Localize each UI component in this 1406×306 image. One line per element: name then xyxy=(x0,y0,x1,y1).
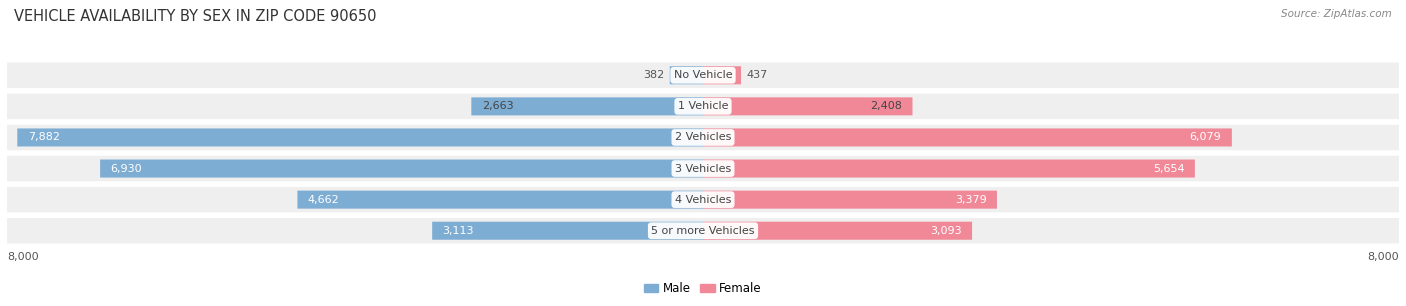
Text: 437: 437 xyxy=(747,70,768,80)
FancyBboxPatch shape xyxy=(669,66,703,84)
Text: 2,408: 2,408 xyxy=(870,101,903,111)
FancyBboxPatch shape xyxy=(7,125,1399,150)
Legend: Male, Female: Male, Female xyxy=(640,278,766,300)
FancyBboxPatch shape xyxy=(298,191,703,209)
FancyBboxPatch shape xyxy=(7,156,1399,181)
FancyBboxPatch shape xyxy=(7,218,1399,244)
FancyBboxPatch shape xyxy=(100,159,703,177)
Text: 3 Vehicles: 3 Vehicles xyxy=(675,163,731,174)
FancyBboxPatch shape xyxy=(7,187,1399,212)
Text: 4 Vehicles: 4 Vehicles xyxy=(675,195,731,205)
FancyBboxPatch shape xyxy=(7,94,1399,119)
FancyBboxPatch shape xyxy=(703,191,997,209)
Text: 6,079: 6,079 xyxy=(1189,132,1222,143)
Text: VEHICLE AVAILABILITY BY SEX IN ZIP CODE 90650: VEHICLE AVAILABILITY BY SEX IN ZIP CODE … xyxy=(14,9,377,24)
FancyBboxPatch shape xyxy=(471,97,703,115)
Text: 8,000: 8,000 xyxy=(1368,252,1399,263)
Text: Source: ZipAtlas.com: Source: ZipAtlas.com xyxy=(1281,9,1392,19)
Text: 8,000: 8,000 xyxy=(7,252,38,263)
FancyBboxPatch shape xyxy=(703,159,1195,177)
Text: 2,663: 2,663 xyxy=(482,101,513,111)
FancyBboxPatch shape xyxy=(7,62,1399,88)
FancyBboxPatch shape xyxy=(703,97,912,115)
FancyBboxPatch shape xyxy=(703,222,972,240)
FancyBboxPatch shape xyxy=(432,222,703,240)
Text: 3,379: 3,379 xyxy=(955,195,987,205)
Text: 3,093: 3,093 xyxy=(929,226,962,236)
FancyBboxPatch shape xyxy=(17,129,703,147)
Text: 382: 382 xyxy=(644,70,665,80)
Text: 6,930: 6,930 xyxy=(111,163,142,174)
FancyBboxPatch shape xyxy=(703,66,741,84)
Text: 2 Vehicles: 2 Vehicles xyxy=(675,132,731,143)
FancyBboxPatch shape xyxy=(703,129,1232,147)
Text: 5 or more Vehicles: 5 or more Vehicles xyxy=(651,226,755,236)
Text: 7,882: 7,882 xyxy=(28,132,59,143)
Text: 3,113: 3,113 xyxy=(443,226,474,236)
Text: 5,654: 5,654 xyxy=(1153,163,1184,174)
Text: 4,662: 4,662 xyxy=(308,195,340,205)
Text: No Vehicle: No Vehicle xyxy=(673,70,733,80)
Text: 1 Vehicle: 1 Vehicle xyxy=(678,101,728,111)
